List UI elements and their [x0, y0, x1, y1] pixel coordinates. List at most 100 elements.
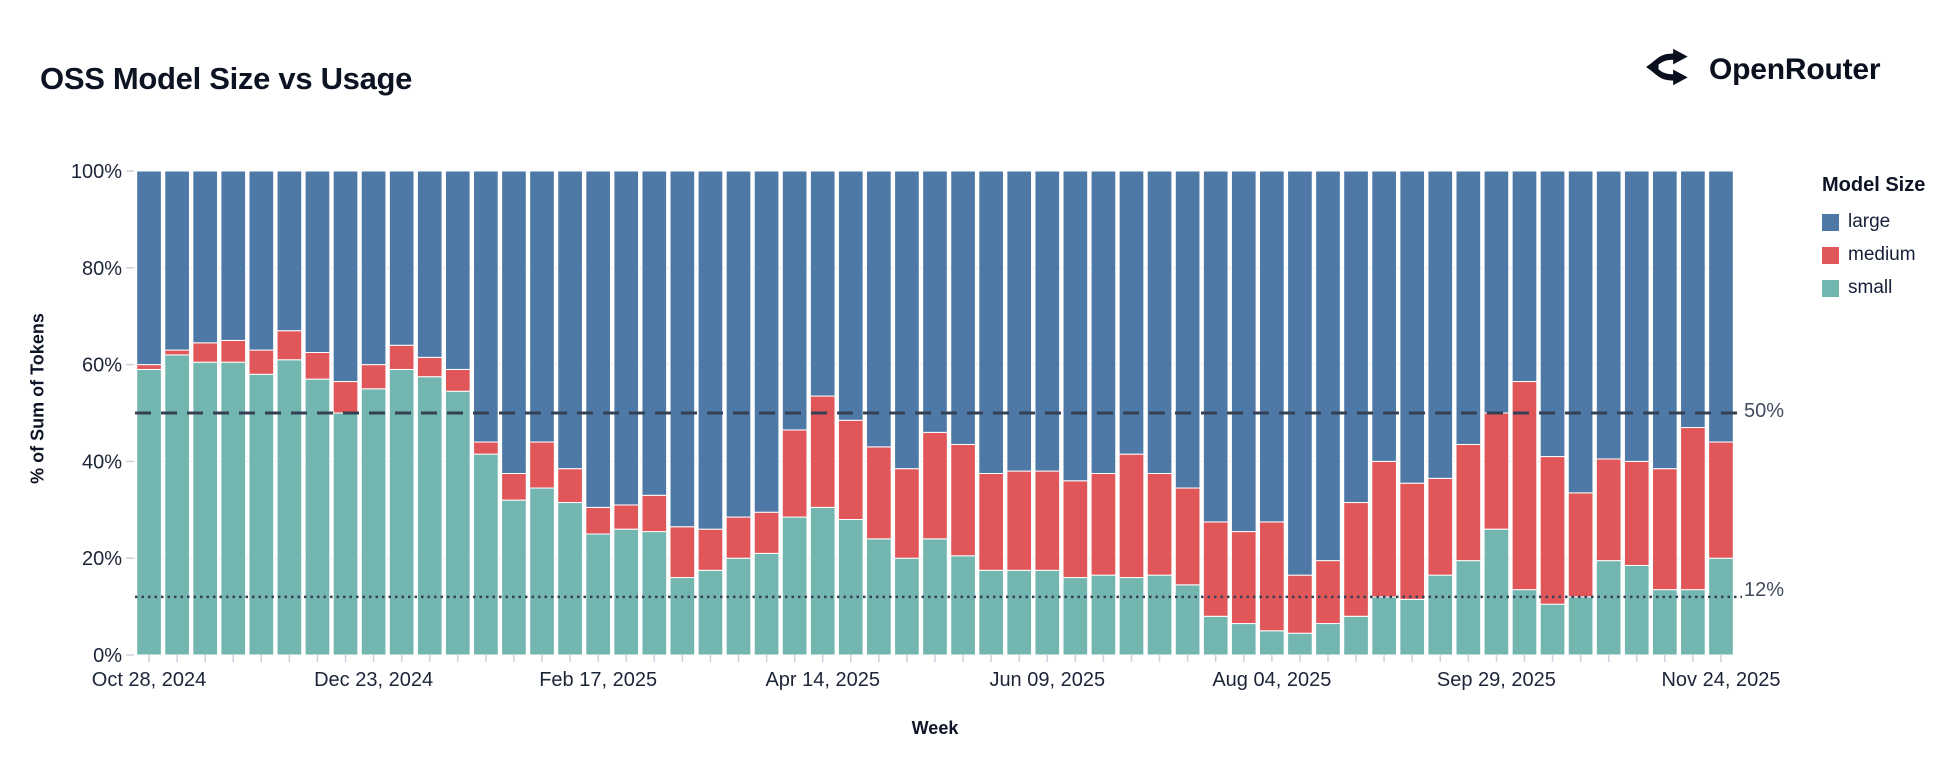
bar-segment-large[interactable] — [1146, 170, 1173, 474]
bar-segment-small[interactable] — [1455, 560, 1482, 656]
bar-segment-medium[interactable] — [501, 473, 527, 501]
bar-segment-small[interactable] — [1371, 596, 1397, 656]
bar-segment-small[interactable] — [1230, 623, 1257, 656]
bar-segment-small[interactable] — [1034, 569, 1061, 656]
bar-segment-medium[interactable] — [809, 395, 836, 508]
bar-segment-medium[interactable] — [950, 443, 976, 557]
bar-segment-small[interactable] — [1483, 528, 1510, 656]
bar-segment-large[interactable] — [1511, 170, 1538, 383]
bar-segment-medium[interactable] — [894, 468, 920, 559]
bar-segment-small[interactable] — [753, 552, 780, 656]
bar-segment-small[interactable] — [473, 453, 499, 656]
bar-segment-large[interactable] — [1202, 170, 1229, 523]
bar-segment-medium[interactable] — [1118, 453, 1145, 579]
bar-segment-small[interactable] — [1343, 615, 1369, 656]
bar-segment-large[interactable] — [1427, 170, 1454, 479]
bar-segment-small[interactable] — [360, 388, 387, 656]
bar-segment-small[interactable] — [164, 354, 190, 656]
bar-segment-small[interactable] — [1567, 596, 1594, 656]
bar-segment-medium[interactable] — [1259, 521, 1285, 632]
bar-segment-small[interactable] — [416, 376, 443, 656]
bar-segment-small[interactable] — [1623, 564, 1650, 656]
bar-segment-large[interactable] — [1118, 170, 1145, 455]
bar-segment-small[interactable] — [1174, 584, 1201, 656]
bar-segment-large[interactable] — [613, 170, 640, 506]
bar-segment-small[interactable] — [641, 531, 668, 656]
bar-segment-large[interactable] — [669, 170, 696, 528]
bar-segment-medium[interactable] — [1146, 473, 1173, 576]
bar-segment-large[interactable] — [1399, 170, 1426, 484]
bar-segment-small[interactable] — [585, 533, 611, 656]
bar-segment-small[interactable] — [192, 361, 219, 656]
bar-segment-medium[interactable] — [388, 344, 415, 370]
bar-segment-small[interactable] — [1708, 557, 1734, 656]
bar-segment-large[interactable] — [978, 170, 1004, 474]
bar-segment-small[interactable] — [894, 557, 920, 656]
bar-segment-medium[interactable] — [641, 494, 668, 533]
bar-segment-large[interactable] — [501, 170, 527, 474]
bar-segment-medium[interactable] — [725, 516, 752, 559]
bar-segment-medium[interactable] — [1062, 480, 1089, 579]
bar-segment-small[interactable] — [1090, 574, 1117, 656]
bar-segment-medium[interactable] — [837, 419, 864, 520]
bar-segment-small[interactable] — [304, 378, 331, 656]
bar-segment-large[interactable] — [1708, 170, 1734, 443]
bar-segment-medium[interactable] — [1680, 427, 1706, 591]
bar-segment-medium[interactable] — [164, 349, 190, 356]
bar-segment-medium[interactable] — [332, 381, 359, 414]
bar-segment-large[interactable] — [136, 170, 162, 366]
bar-segment-medium[interactable] — [613, 504, 640, 530]
bar-segment-medium[interactable] — [1539, 456, 1566, 605]
bar-segment-medium[interactable] — [557, 468, 583, 504]
bar-segment-large[interactable] — [1062, 170, 1089, 482]
bar-segment-small[interactable] — [1202, 615, 1229, 656]
bar-segment-small[interactable] — [697, 569, 724, 656]
bar-segment-medium[interactable] — [416, 356, 443, 378]
bar-segment-small[interactable] — [669, 577, 696, 656]
bar-segment-medium[interactable] — [1708, 441, 1734, 559]
bar-segment-large[interactable] — [473, 170, 499, 443]
bar-segment-large[interactable] — [1034, 170, 1061, 472]
bar-segment-small[interactable] — [332, 412, 359, 656]
bar-segment-large[interactable] — [164, 170, 190, 351]
bar-segment-small[interactable] — [1595, 560, 1622, 656]
bar-segment-medium[interactable] — [1595, 458, 1622, 562]
bar-segment-medium[interactable] — [697, 528, 724, 571]
bar-segment-large[interactable] — [1174, 170, 1201, 489]
bar-segment-small[interactable] — [1539, 603, 1566, 656]
bar-segment-large[interactable] — [1315, 170, 1341, 562]
bar-segment-large[interactable] — [1539, 170, 1566, 458]
bar-segment-large[interactable] — [753, 170, 780, 513]
bar-segment-large[interactable] — [388, 170, 415, 346]
bar-segment-medium[interactable] — [1090, 473, 1117, 576]
bar-segment-medium[interactable] — [1343, 502, 1369, 617]
bar-segment-large[interactable] — [1455, 170, 1482, 445]
bar-segment-large[interactable] — [697, 170, 724, 530]
bar-segment-large[interactable] — [276, 170, 303, 332]
bar-segment-medium[interactable] — [304, 352, 331, 380]
bar-segment-small[interactable] — [725, 557, 752, 656]
bar-segment-medium[interactable] — [1371, 460, 1397, 598]
bar-segment-small[interactable] — [1315, 623, 1341, 656]
bar-segment-large[interactable] — [304, 170, 331, 353]
bar-segment-small[interactable] — [950, 555, 976, 656]
bar-segment-medium[interactable] — [276, 330, 303, 361]
bar-segment-medium[interactable] — [585, 506, 611, 535]
bar-segment-medium[interactable] — [1315, 560, 1341, 625]
bar-segment-small[interactable] — [1680, 589, 1706, 656]
bar-segment-medium[interactable] — [1483, 412, 1510, 530]
bar-segment-medium[interactable] — [1651, 468, 1678, 591]
bar-segment-large[interactable] — [837, 170, 864, 421]
bar-segment-large[interactable] — [1090, 170, 1117, 474]
bar-segment-medium[interactable] — [1399, 482, 1426, 600]
bar-segment-large[interactable] — [1287, 170, 1313, 576]
bar-segment-medium[interactable] — [1287, 574, 1313, 634]
bar-segment-small[interactable] — [978, 569, 1004, 656]
bar-segment-medium[interactable] — [1230, 531, 1257, 625]
bar-segment-small[interactable] — [781, 516, 808, 656]
bar-segment-medium[interactable] — [1511, 381, 1538, 591]
bar-segment-medium[interactable] — [360, 364, 387, 390]
bar-segment-medium[interactable] — [978, 473, 1004, 571]
bar-segment-large[interactable] — [922, 170, 948, 433]
bar-segment-medium[interactable] — [248, 349, 275, 375]
